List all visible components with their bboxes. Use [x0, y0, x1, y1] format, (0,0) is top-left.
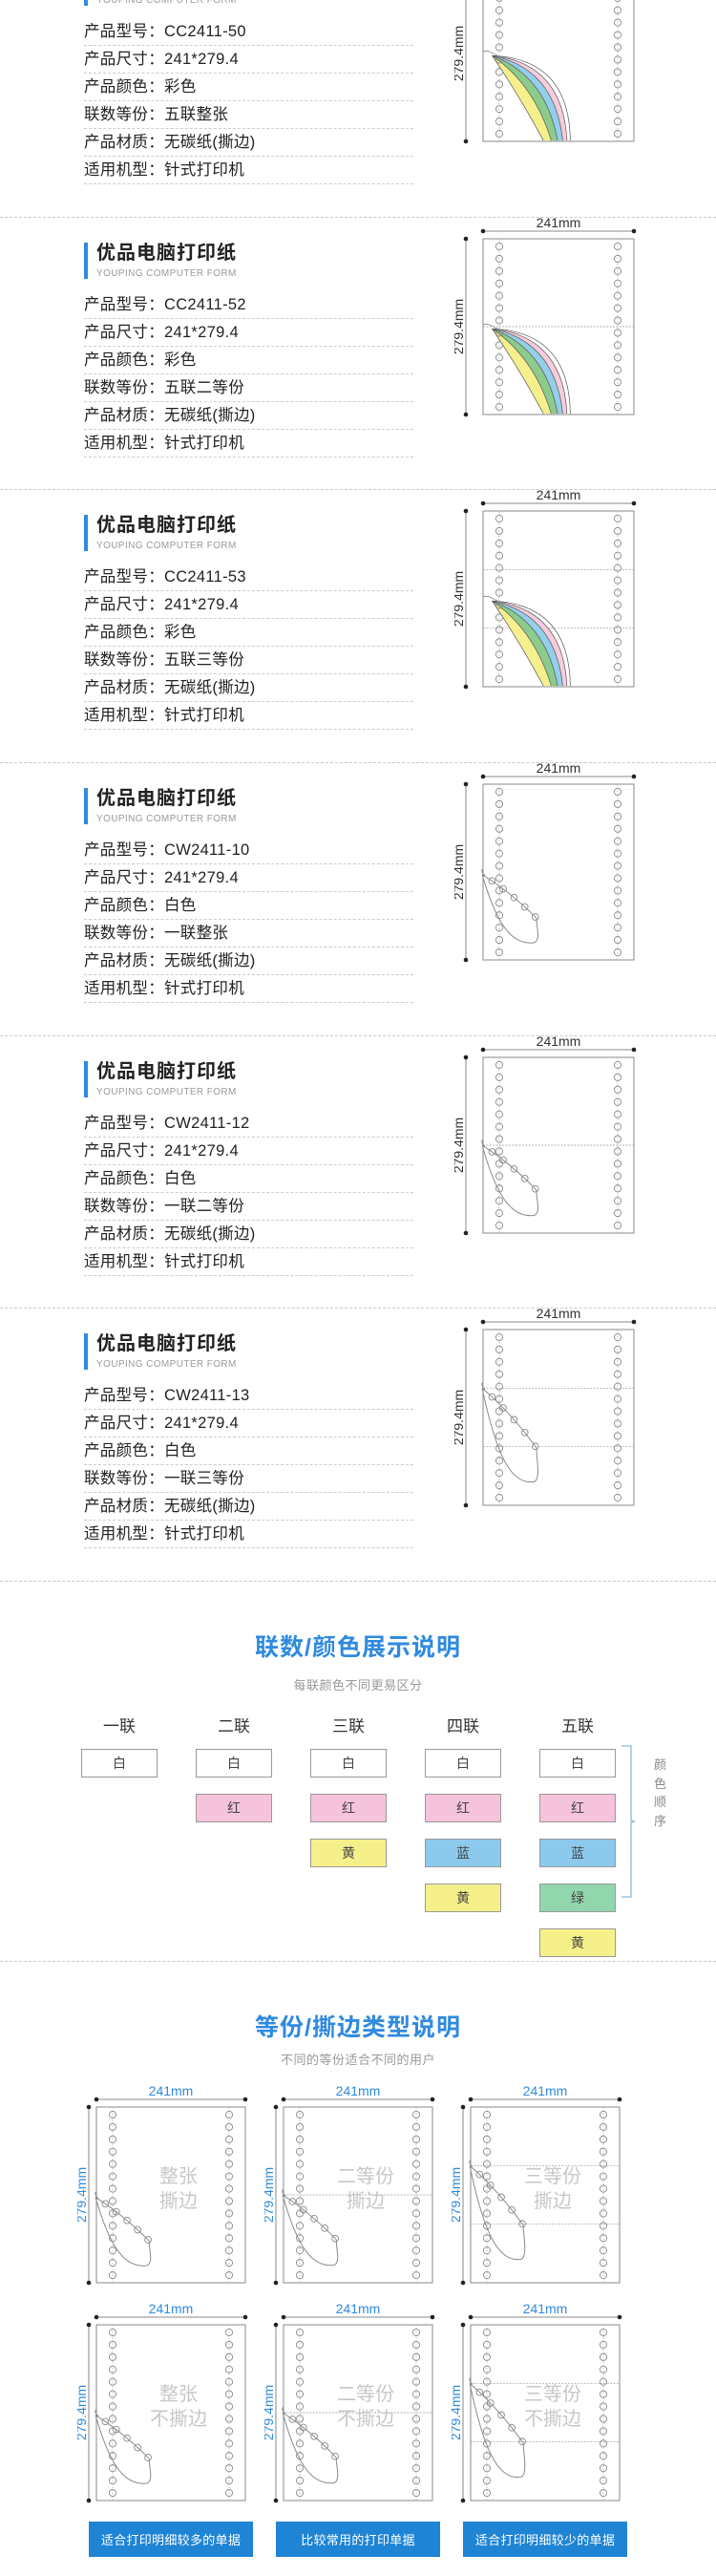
svg-text:279.4mm: 279.4mm	[454, 1118, 466, 1173]
svg-text:241mm: 241mm	[537, 1036, 581, 1049]
svg-text:241mm: 241mm	[537, 490, 581, 502]
svg-text:279.4mm: 279.4mm	[77, 2384, 89, 2439]
svg-text:撕边: 撕边	[534, 2185, 572, 2213]
svg-text:279.4mm: 279.4mm	[452, 2166, 463, 2222]
svg-text:撕边: 撕边	[347, 2185, 385, 2213]
svg-text:整张: 整张	[159, 2378, 198, 2406]
svg-text:不撕边: 不撕边	[337, 2403, 394, 2431]
svg-text:279.4mm: 279.4mm	[454, 299, 466, 354]
svg-text:三等份: 三等份	[524, 2378, 581, 2406]
svg-text:不撕边: 不撕边	[524, 2403, 581, 2431]
svg-text:241mm: 241mm	[523, 2304, 568, 2316]
svg-text:撕边: 撕边	[159, 2185, 198, 2213]
svg-text:241mm: 241mm	[336, 2086, 381, 2098]
svg-text:241mm: 241mm	[149, 2086, 194, 2098]
svg-text:241mm: 241mm	[537, 1309, 581, 1321]
svg-text:279.4mm: 279.4mm	[264, 2166, 276, 2222]
svg-text:241mm: 241mm	[537, 218, 581, 230]
svg-text:不撕边: 不撕边	[150, 2403, 207, 2431]
svg-text:二等份: 二等份	[337, 2161, 394, 2188]
svg-text:241mm: 241mm	[523, 2086, 568, 2098]
svg-text:279.4mm: 279.4mm	[454, 844, 466, 900]
svg-text:二等份: 二等份	[337, 2378, 394, 2406]
svg-text:279.4mm: 279.4mm	[454, 26, 466, 81]
svg-text:241mm: 241mm	[537, 763, 581, 776]
svg-text:241mm: 241mm	[149, 2304, 194, 2316]
svg-text:整张: 整张	[159, 2161, 198, 2188]
svg-text:279.4mm: 279.4mm	[264, 2384, 276, 2439]
svg-text:279.4mm: 279.4mm	[452, 2384, 463, 2439]
svg-text:241mm: 241mm	[336, 2304, 381, 2316]
svg-text:三等份: 三等份	[524, 2161, 581, 2188]
svg-text:279.4mm: 279.4mm	[454, 571, 466, 627]
svg-text:279.4mm: 279.4mm	[77, 2166, 89, 2222]
svg-text:279.4mm: 279.4mm	[454, 1390, 466, 1445]
